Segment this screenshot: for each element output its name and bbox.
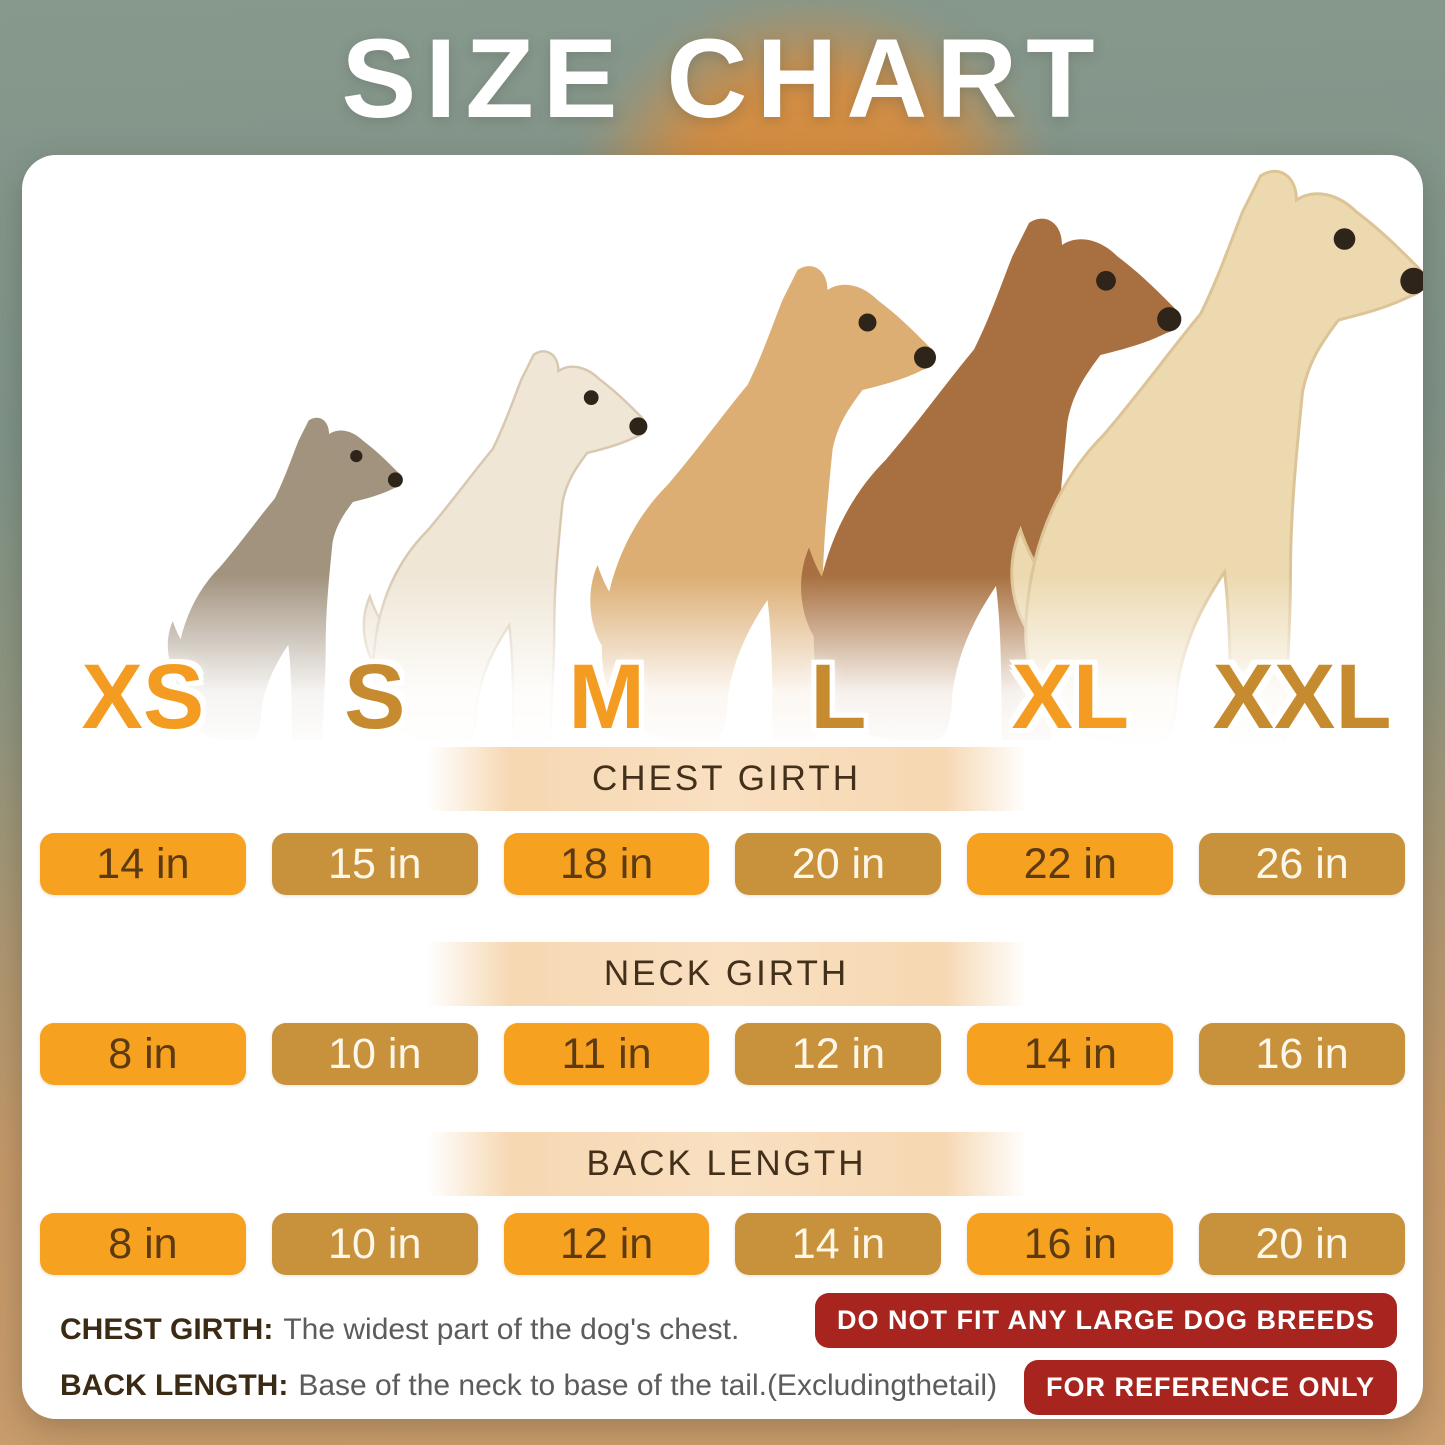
white-fade-overlay xyxy=(22,575,1423,755)
dog-xl-xxl-icon xyxy=(1012,171,1423,740)
chest-girth-m: 18 in xyxy=(503,833,710,895)
note-back-length-text: Base of the neck to base of the tail.(Ex… xyxy=(298,1369,998,1402)
back-length-row: 8 in 10 in 12 in 14 in 16 in 20 in xyxy=(40,1213,1405,1275)
back-length-m: 12 in xyxy=(503,1213,710,1275)
chest-girth-xs: 14 in xyxy=(40,833,246,895)
dogs-svg xyxy=(167,155,1423,755)
size-label-s: S xyxy=(344,646,406,748)
badge-no-large-breeds: DO NOT FIT ANY LARGE DOG BREEDS xyxy=(814,1293,1397,1348)
size-label-l: L xyxy=(810,646,867,748)
back-length-xl: 16 in xyxy=(967,1213,1174,1275)
chest-girth-l: 20 in xyxy=(735,833,942,895)
size-chart-card: XS S M L XL XXL CHEST GIRTH 14 in 15 in … xyxy=(22,155,1423,1419)
dog-xs-icon xyxy=(167,417,403,740)
size-label-xs: XS xyxy=(81,646,205,748)
chest-girth-xxl: 26 in xyxy=(1199,833,1405,895)
size-labels-row: XS S M L XL XXL xyxy=(40,647,1405,747)
size-label-xxl: XXL xyxy=(1212,646,1392,748)
size-label-m: M xyxy=(568,646,645,748)
neck-girth-xl: 14 in xyxy=(967,1023,1174,1085)
badge-reference-only: FOR REFERENCE ONLY xyxy=(1023,1360,1397,1415)
section-header-neck-girth: NECK GIRTH xyxy=(426,942,1027,1006)
size-label-xl: XL xyxy=(1011,646,1130,748)
section-header-back-length: BACK LENGTH xyxy=(426,1132,1027,1196)
page-title: SIZE CHART xyxy=(341,16,1104,141)
dog-lineup-illustration xyxy=(22,155,1423,755)
back-length-l: 14 in xyxy=(735,1213,942,1275)
back-length-s: 10 in xyxy=(271,1213,478,1275)
dog-s-icon xyxy=(364,351,647,740)
neck-girth-xxl: 16 in xyxy=(1199,1023,1405,1085)
chest-girth-xl: 22 in xyxy=(967,833,1174,895)
measurement-notes: CHEST GIRTH: The widest part of the dog's… xyxy=(60,1313,997,1425)
neck-girth-row: 8 in 10 in 11 in 12 in 14 in 16 in xyxy=(40,1023,1405,1085)
neck-girth-m: 11 in xyxy=(503,1023,710,1085)
dog-l-icon xyxy=(801,218,1182,741)
section-header-chest-girth: CHEST GIRTH xyxy=(426,747,1027,811)
note-back-length-label: BACK LENGTH: xyxy=(60,1369,289,1402)
note-chest-girth-label: CHEST GIRTH: xyxy=(60,1313,274,1346)
note-chest-girth: CHEST GIRTH: The widest part of the dog's… xyxy=(60,1313,997,1347)
neck-girth-s: 10 in xyxy=(271,1023,478,1085)
neck-girth-xs: 8 in xyxy=(40,1023,246,1085)
neck-girth-l: 12 in xyxy=(735,1023,942,1085)
chest-girth-s: 15 in xyxy=(271,833,478,895)
back-length-xxl: 20 in xyxy=(1199,1213,1405,1275)
note-chest-girth-text: The widest part of the dog's chest. xyxy=(283,1313,740,1346)
back-length-xs: 8 in xyxy=(40,1213,246,1275)
chest-girth-row: 14 in 15 in 18 in 20 in 22 in 26 in xyxy=(40,833,1405,895)
note-back-length: BACK LENGTH: Base of the neck to base of … xyxy=(60,1369,997,1403)
warning-badges: DO NOT FIT ANY LARGE DOG BREEDS FOR REFE… xyxy=(814,1293,1397,1415)
dog-m-icon xyxy=(590,266,936,740)
